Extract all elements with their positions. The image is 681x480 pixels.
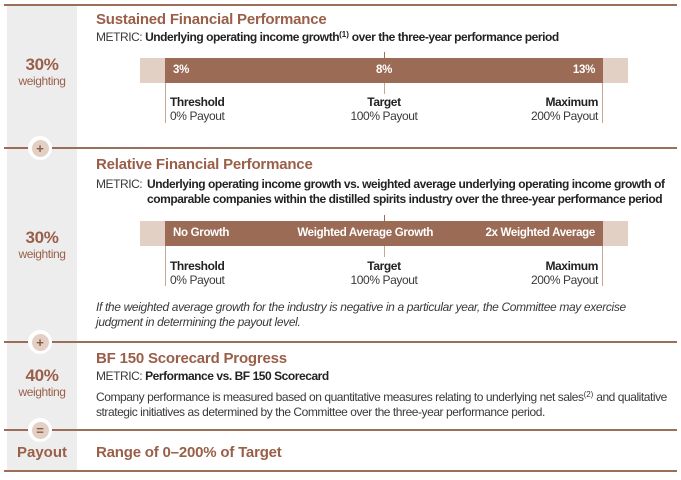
metric-row-scorecard: METRIC: Performance vs. BF 150 Scorecard xyxy=(96,369,329,383)
bar-left-cap xyxy=(140,221,165,246)
marker-target: Target 100% Payout xyxy=(309,259,459,287)
threshold-line xyxy=(165,246,166,286)
marker-name: Threshold xyxy=(170,95,225,109)
weight-value: 30% xyxy=(25,228,59,247)
performance-scale-sustained: 3% 8% 13% xyxy=(140,58,628,83)
bar-segment: 3% 8% 13% xyxy=(165,58,603,83)
marker-name: Target xyxy=(367,259,401,273)
description-line-2: strategic initiatives as determined by t… xyxy=(96,405,545,419)
marker-payout: 100% Payout xyxy=(350,109,418,123)
performance-scale-relative: No Growth Weighted Average Growth 2x Wei… xyxy=(140,221,628,264)
committee-judgment-note: If the weighted average growth for the i… xyxy=(96,300,626,330)
metric-label: METRIC: xyxy=(96,369,143,383)
marker-payout: 0% Payout xyxy=(170,273,225,287)
bar-label-target: 8% xyxy=(375,64,393,76)
plus-icon: + xyxy=(31,139,49,157)
marker-maximum: Maximum 200% Payout xyxy=(448,95,598,123)
weight-block-sustained: 30% weighting xyxy=(7,55,77,88)
top-border xyxy=(4,4,677,6)
section-divider-1 xyxy=(4,147,677,149)
plus-icon: + xyxy=(31,333,49,351)
marker-name: Maximum xyxy=(545,95,598,109)
bar-segment: No Growth Weighted Average Growth 2x Wei… xyxy=(165,221,603,264)
section-divider-3 xyxy=(4,429,677,431)
weight-label: weighting xyxy=(18,385,66,399)
bar-left-cap xyxy=(140,58,165,83)
marker-threshold: Threshold 0% Payout xyxy=(170,259,225,287)
metric-text: over the three-year performance period xyxy=(348,30,559,44)
bar-label-threshold: No Growth xyxy=(173,227,230,239)
marker-payout: 200% Payout xyxy=(531,273,598,287)
metric-line-1: Underlying operating income growth vs. w… xyxy=(147,177,665,191)
bar-label-target: Weighted Average Growth xyxy=(297,227,434,239)
metric-line-2: comparable companies within the distille… xyxy=(147,192,663,206)
metric-label-relative: METRIC: xyxy=(96,177,143,191)
payout-sidebar-label: Payout xyxy=(16,444,67,461)
weight-label: weighting xyxy=(18,247,66,261)
weight-block-scorecard: 40% weighting xyxy=(7,366,77,399)
weight-value: 30% xyxy=(25,55,59,74)
operator-plus-1: + xyxy=(28,136,52,160)
weight-label: weighting xyxy=(18,74,66,88)
target-tick-above xyxy=(384,215,385,221)
marker-name: Maximum xyxy=(545,259,598,273)
metric-text: Performance vs. BF 150 Scorecard xyxy=(145,369,329,383)
weighting-sidebar xyxy=(7,6,77,470)
marker-name: Threshold xyxy=(170,259,225,273)
target-tick-above xyxy=(384,52,385,58)
threshold-line xyxy=(165,83,166,123)
section-divider-2 xyxy=(4,341,677,343)
operator-equals: = xyxy=(28,418,52,442)
scorecard-description: Company performance is measured based on… xyxy=(96,387,667,420)
bottom-border xyxy=(4,470,677,472)
marker-payout: 100% Payout xyxy=(350,273,418,287)
section-title-relative: Relative Financial Performance xyxy=(96,156,313,173)
note-line-1: If the weighted average growth for the i… xyxy=(96,300,626,314)
weight-block-relative: 30% weighting xyxy=(7,228,77,261)
operator-plus-2: + xyxy=(28,330,52,354)
payout-range-text: Range of 0–200% of Target xyxy=(96,444,282,461)
metric-label: METRIC: xyxy=(96,30,143,44)
maximum-line xyxy=(602,246,603,286)
note-line-2: judgment in determining the payout level… xyxy=(96,315,301,329)
marker-maximum: Maximum 200% Payout xyxy=(448,259,598,287)
marker-target: Target 100% Payout xyxy=(309,95,459,123)
metric-row-sustained: METRIC: Underlying operating income grow… xyxy=(96,30,559,44)
bar-label-maximum: 2x Weighted Average Growth xyxy=(485,227,595,264)
description-text: Company performance is measured based on… xyxy=(96,390,584,404)
target-line xyxy=(384,246,385,257)
target-line xyxy=(384,83,385,94)
section-title-scorecard: BF 150 Scorecard Progress xyxy=(96,350,287,367)
weight-value: 40% xyxy=(25,366,59,385)
bar-label-threshold: 3% xyxy=(173,64,190,76)
marker-name: Target xyxy=(367,95,401,109)
bar-right-cap xyxy=(603,221,628,246)
footnote-1-marker: (1) xyxy=(339,30,349,39)
description-line-1: Company performance is measured based on… xyxy=(96,387,667,405)
footnote-2-marker: (2) xyxy=(583,390,594,399)
metric-label: METRIC: xyxy=(96,177,143,191)
metric-text: Underlying operating income growth xyxy=(145,30,340,44)
description-text: and qualitative xyxy=(593,390,667,404)
maximum-line xyxy=(602,83,603,123)
metric-row-relative: Underlying operating income growth vs. w… xyxy=(147,177,665,207)
marker-threshold: Threshold 0% Payout xyxy=(170,95,225,123)
section-title-sustained: Sustained Financial Performance xyxy=(96,11,327,28)
equals-icon: = xyxy=(31,421,49,439)
bar-label-maximum: 13% xyxy=(572,64,595,76)
bar-right-cap xyxy=(603,58,628,83)
marker-payout: 200% Payout xyxy=(531,109,598,123)
marker-payout: 0% Payout xyxy=(170,109,225,123)
